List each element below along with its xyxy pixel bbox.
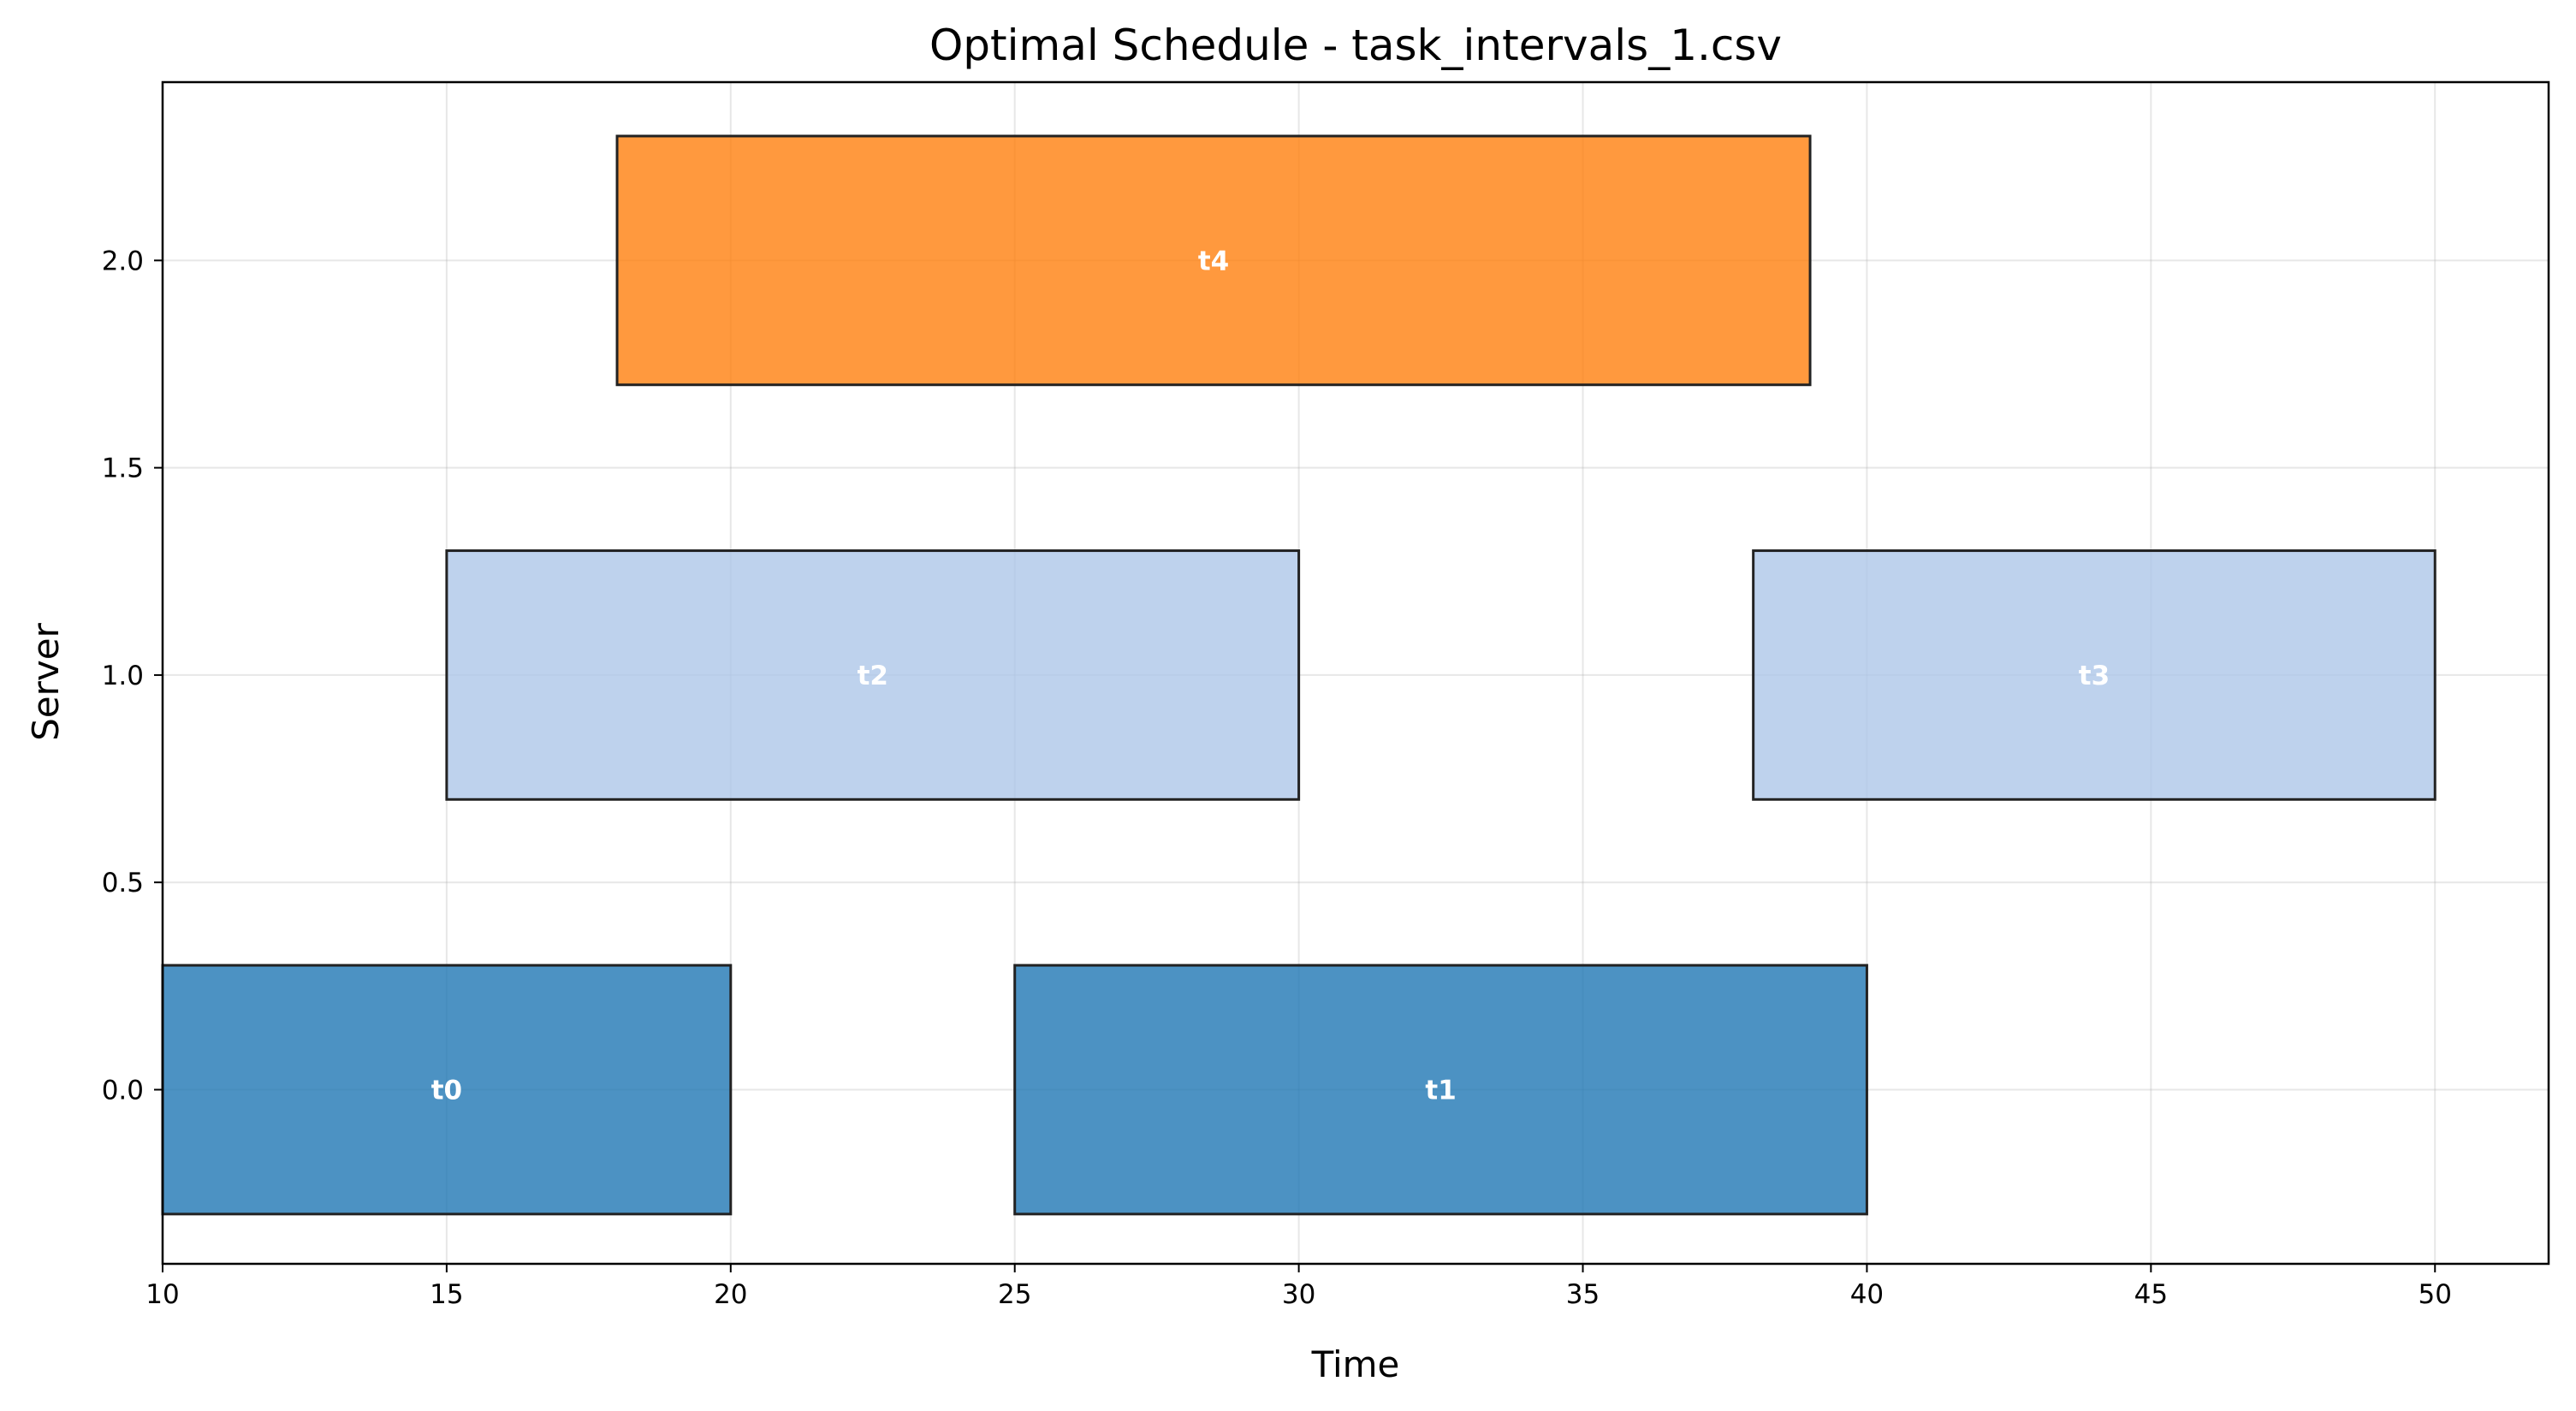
task-label-t1: t1 (1425, 1075, 1456, 1106)
x-tick-label: 30 (1282, 1279, 1315, 1310)
x-tick-label: 10 (145, 1279, 179, 1310)
task-labels: t0 t1 t2 t3 t4 (431, 246, 2110, 1106)
x-tick-label: 35 (1566, 1279, 1600, 1310)
plot-frame (161, 80, 2550, 1266)
task-bar-t3 (1752, 549, 2437, 801)
y-tick-label: 2.0 (102, 246, 144, 276)
x-tick-label: 45 (2134, 1279, 2168, 1310)
x-tick-label: 15 (430, 1279, 463, 1310)
task-bar-t0 (161, 963, 733, 1216)
x-axis-label: Time (1311, 1343, 1400, 1385)
task-label-t3: t3 (2079, 661, 2110, 691)
y-axis-label: Server (25, 622, 67, 740)
task-label-t0: t0 (431, 1075, 462, 1106)
x-tick-label: 50 (2419, 1279, 2452, 1310)
task-label-t2: t2 (858, 661, 888, 691)
task-bar-t4 (615, 134, 1812, 387)
y-tick-label: 0.0 (102, 1075, 144, 1106)
task-bar-t1 (1013, 963, 1868, 1216)
x-tick-label: 40 (1850, 1279, 1884, 1310)
task-label-t4: t4 (1198, 246, 1229, 276)
chart-title: Optimal Schedule - task_intervals_1.csv (929, 21, 1782, 70)
x-axis-ticks: 10 15 20 25 30 35 40 45 50 (145, 1264, 2452, 1310)
y-tick-label: 1.5 (102, 454, 144, 484)
y-tick-label: 0.5 (102, 868, 144, 898)
x-tick-label: 20 (714, 1279, 747, 1310)
y-tick-label: 1.0 (102, 661, 144, 691)
task-bar-t2 (445, 549, 1301, 801)
x-tick-label: 25 (998, 1279, 1031, 1310)
y-axis-ticks: 0.0 0.5 1.0 1.5 2.0 (102, 246, 163, 1106)
task-bars (161, 134, 2437, 1216)
